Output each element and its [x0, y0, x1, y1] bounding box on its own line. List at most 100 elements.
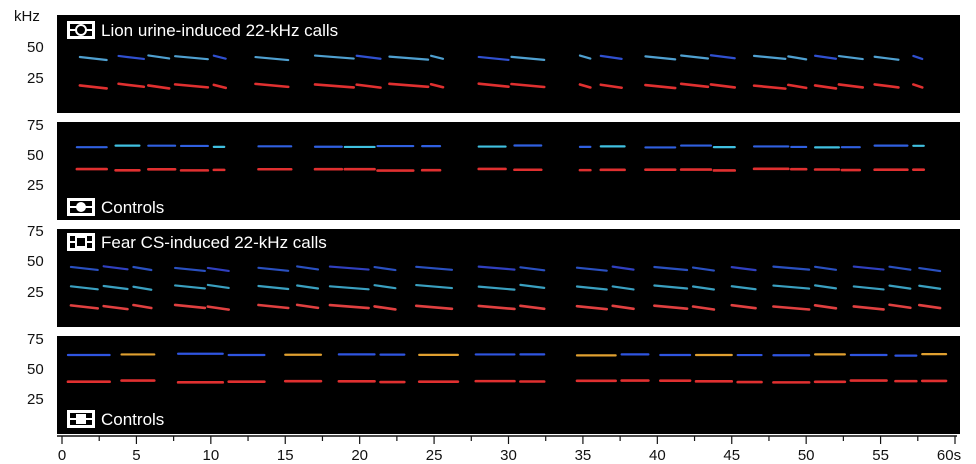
call-segment	[912, 83, 924, 89]
call-segment	[147, 84, 171, 90]
call-traces	[78, 54, 924, 90]
call-segment	[173, 83, 210, 89]
call-segment	[477, 285, 516, 291]
call-segment	[313, 54, 355, 60]
call-segment	[679, 82, 710, 89]
panel-title: Controls	[101, 410, 164, 429]
call-segment	[477, 265, 516, 271]
y-tick-label: 75	[27, 331, 44, 348]
call-segment	[355, 54, 382, 60]
call-segment	[477, 55, 510, 62]
x-tick-label: 0	[58, 447, 66, 464]
y-axis-unit: kHz	[14, 8, 40, 25]
call-traces	[66, 352, 948, 384]
call-segment	[691, 285, 715, 291]
call-segment	[752, 54, 787, 61]
panel-controls-1: 75 50 25 Controls	[27, 117, 960, 220]
call-segment	[296, 265, 320, 271]
call-segment	[611, 265, 635, 271]
x-tick-label: 10	[202, 447, 219, 464]
call-segment	[519, 304, 546, 311]
y-tick-label: 50	[27, 147, 44, 164]
call-segment	[772, 305, 811, 311]
call-segment	[388, 55, 430, 61]
call-segment	[575, 304, 609, 311]
call-segment	[174, 55, 209, 61]
call-segment	[102, 284, 129, 291]
call-segment	[888, 265, 912, 271]
call-segment	[730, 285, 757, 291]
call-segment	[519, 266, 546, 272]
call-segment	[575, 285, 608, 291]
call-segment	[206, 283, 230, 290]
call-segment	[599, 83, 623, 90]
call-segment	[873, 55, 900, 61]
call-segment	[174, 284, 206, 290]
call-segment	[653, 265, 689, 272]
y-tick-label: 25	[27, 177, 44, 194]
call-segment	[132, 285, 153, 291]
call-segment	[578, 83, 592, 89]
call-segment	[295, 303, 320, 310]
call-segment	[837, 54, 864, 61]
call-segment	[510, 82, 546, 89]
x-tick-label: 30	[500, 447, 517, 464]
x-tick-label: 15	[277, 447, 294, 464]
panel-title: Lion urine-induced 22-kHz calls	[101, 21, 338, 40]
call-segment	[691, 266, 715, 272]
call-segment	[575, 266, 608, 272]
y-tick-label: 50	[27, 253, 44, 270]
call-segment	[328, 303, 370, 310]
y-tick-label: 75	[27, 117, 44, 134]
call-segment	[644, 55, 677, 61]
y-tick-label: 25	[27, 284, 44, 301]
call-segment	[813, 304, 838, 310]
call-segment	[787, 55, 808, 61]
x-tick-label: 50	[798, 447, 815, 464]
call-segment	[257, 303, 290, 310]
call-segment	[117, 54, 145, 61]
call-segment	[888, 303, 912, 310]
call-segment	[415, 265, 454, 271]
call-segment	[772, 265, 811, 271]
call-segment	[837, 83, 865, 89]
call-segment	[355, 83, 382, 89]
y-tick-label: 25	[27, 391, 44, 408]
x-tick-label: 40	[649, 447, 666, 464]
call-segment	[873, 83, 900, 89]
x-tick-label: 5	[132, 447, 140, 464]
call-segment	[254, 55, 290, 62]
call-segment	[414, 304, 454, 311]
call-segment	[917, 303, 942, 310]
call-segment	[813, 284, 838, 290]
x-tick-label: 25	[426, 447, 443, 464]
call-traces	[75, 144, 926, 172]
call-segment	[653, 284, 689, 290]
call-segment	[430, 54, 445, 60]
time-axis: 0 5 10 15 20 25 30 35 40 45 50 55 60s	[57, 435, 961, 464]
call-segment	[206, 266, 230, 273]
call-segment	[477, 304, 516, 311]
call-segment	[611, 304, 635, 311]
x-tick-label: 20	[351, 447, 368, 464]
x-tick-label: 55	[872, 447, 889, 464]
call-segment	[653, 304, 689, 310]
panel-marker-filled-square-icon	[67, 410, 95, 428]
call-segment	[680, 54, 710, 60]
panel-title: Controls	[101, 198, 164, 217]
spectrogram-panel-1	[57, 15, 960, 113]
call-segment	[373, 305, 397, 311]
call-segment	[132, 303, 153, 310]
call-segment	[373, 284, 397, 290]
call-segment	[147, 54, 171, 60]
y-tick-label: 25	[27, 70, 44, 87]
call-segment	[519, 283, 546, 289]
call-segment	[328, 285, 370, 291]
call-segment	[918, 284, 942, 290]
call-segment	[477, 82, 510, 88]
call-segment	[510, 55, 546, 61]
x-tick-label: 45	[723, 447, 740, 464]
call-segment	[328, 265, 370, 271]
call-segment	[173, 303, 207, 310]
